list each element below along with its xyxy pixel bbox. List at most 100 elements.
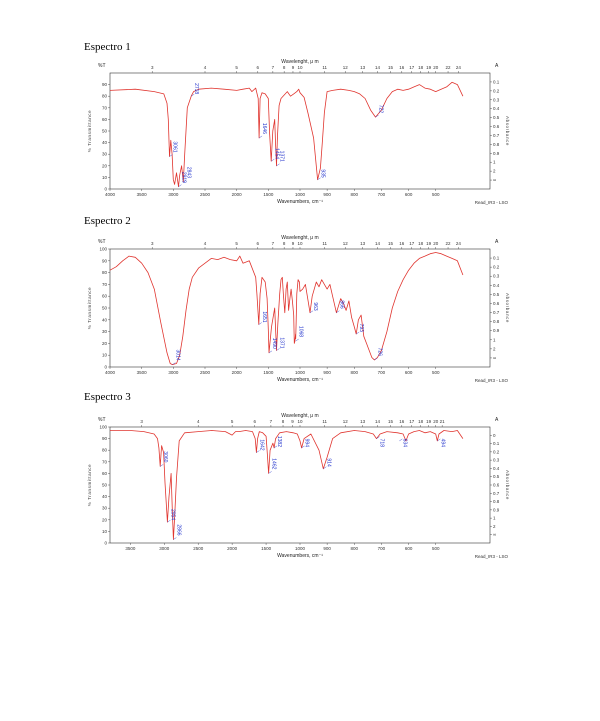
peak-label: 1490 [271,338,277,349]
peak-label: 1642 [258,439,264,450]
top-axis-title: Wavelenght, μ m [281,413,318,419]
abs-tick-label: 0.1 [493,441,500,446]
x-axis-title: Wavenumbers, cm⁻¹ [277,199,323,205]
top-tick-label: 18 [418,241,424,246]
abs-tick-label: 0 [493,433,496,438]
abs-tick-label: 0.2 [493,265,500,270]
abs-tick-label: 0.8 [493,142,500,147]
abs-tick-label: 1 [493,160,496,165]
spectrum-3-title: Espectro 3 [84,391,131,403]
peak-label: 2919 [180,172,186,183]
peak-marker [173,537,177,540]
abs-tick-label: 2 [493,346,496,351]
top-tick-label: 5 [235,241,238,246]
peak-marker [178,184,182,187]
top-tick-label: 19 [426,65,432,70]
top-tick-label: 9 [292,241,295,246]
y-axis-top-label: %T [98,417,106,423]
top-tick-label: 18 [418,65,424,70]
top-tick-label: 11 [322,65,327,70]
abs-tick-label: 0.9 [493,328,500,333]
peak-label: 994 [304,439,310,448]
top-tick-label: 4 [204,241,207,246]
x-tick-label: 3500 [137,370,148,375]
transmittance-trace [109,252,464,366]
top-axis-title: Wavelenght, μ m [281,59,318,65]
y-axis-top-label: %T [98,63,106,69]
footer-label: Read_IR3 - LSO [475,200,509,205]
peak-label: 494 [439,439,445,448]
x-tick-label: 700 [378,370,386,375]
peak-marker [276,348,280,351]
y-axis-top-label: %T [98,239,106,245]
x-axis-title: Wavenumbers, cm⁻¹ [277,553,323,559]
transmittance-trace [110,430,464,540]
top-tick-label: 14 [375,241,381,246]
abs-tick-label: 0.4 [493,466,500,471]
top-tick-label: 7 [272,65,275,70]
top-tick-label: 12 [343,65,349,70]
abs-tick-label: 0.9 [493,151,500,156]
top-tick-label: 19 [426,419,432,424]
spectrum-2-title: Espectro 2 [84,215,131,227]
y-tick-label: 10 [102,353,108,358]
peak-label: 3061 [171,141,177,152]
x-tick-label: 500 [432,546,440,551]
peak-label: 1382 [276,436,282,447]
top-tick-label: 17 [409,419,415,424]
x-tick-label: 600 [405,370,413,375]
top-tick-label: 7 [270,419,273,424]
abs-tick-label: 0.3 [493,97,500,102]
peak-label: 726 [376,348,382,357]
peak-marker [256,450,260,453]
peak-marker [376,436,380,439]
abs-tick-label: ∞ [493,532,496,537]
x-tick-label: 900 [323,546,331,551]
top-tick-label: 12 [343,241,349,246]
x-tick-label: 500 [432,192,440,197]
transmittance-trace [109,81,464,188]
abs-tick-label: 0.6 [493,301,500,306]
x-tick-label: 800 [351,546,359,551]
x-tick-label: 700 [378,546,386,551]
y-axis-title: % Transmittance [87,287,92,330]
peak-marker [169,154,173,157]
top-tick-label: 5 [235,65,238,70]
top-tick-label: 3 [151,65,154,70]
abs-tick-label: 0.2 [493,449,500,454]
peak-marker [183,179,187,183]
top-tick-label: 16 [399,241,405,246]
x-tick-label: 3000 [159,546,170,551]
abs-axis-top-label: A [495,63,499,69]
y-tick-label: 40 [102,317,108,322]
top-tick-label: 6 [257,241,260,246]
abs-tick-label: 0.9 [493,507,500,512]
peak-label: 1068 [298,326,304,337]
x-tick-label: 3500 [125,546,136,551]
peak-label: 1646 [261,123,267,134]
peak-marker [323,466,327,469]
abs-tick-label: 0.1 [493,256,500,261]
peak-label: 963 [312,302,318,311]
peak-label: 1462 [271,458,277,469]
y-tick-label: 40 [102,140,108,145]
x-tick-label: 900 [323,370,331,375]
peak-marker [268,350,273,354]
top-tick-label: 3 [140,419,143,424]
peak-marker [317,177,321,180]
peak-marker [258,135,263,139]
abs-tick-label: 0.7 [493,491,500,496]
x-tick-label: 500 [432,370,440,375]
peak-marker [375,114,379,118]
y-tick-label: 20 [102,517,108,522]
top-tick-label: 17 [409,241,415,246]
top-tick-label: 13 [360,419,366,424]
top-tick-label: 19 [426,241,432,246]
y-tick-label: 30 [102,506,108,511]
peak-label: 935 [320,169,326,178]
peak-label: 634 [401,439,407,448]
y-tick-label: 50 [102,306,108,311]
top-tick-label: 24 [456,241,462,246]
abs-tick-label: 0.6 [493,124,500,129]
